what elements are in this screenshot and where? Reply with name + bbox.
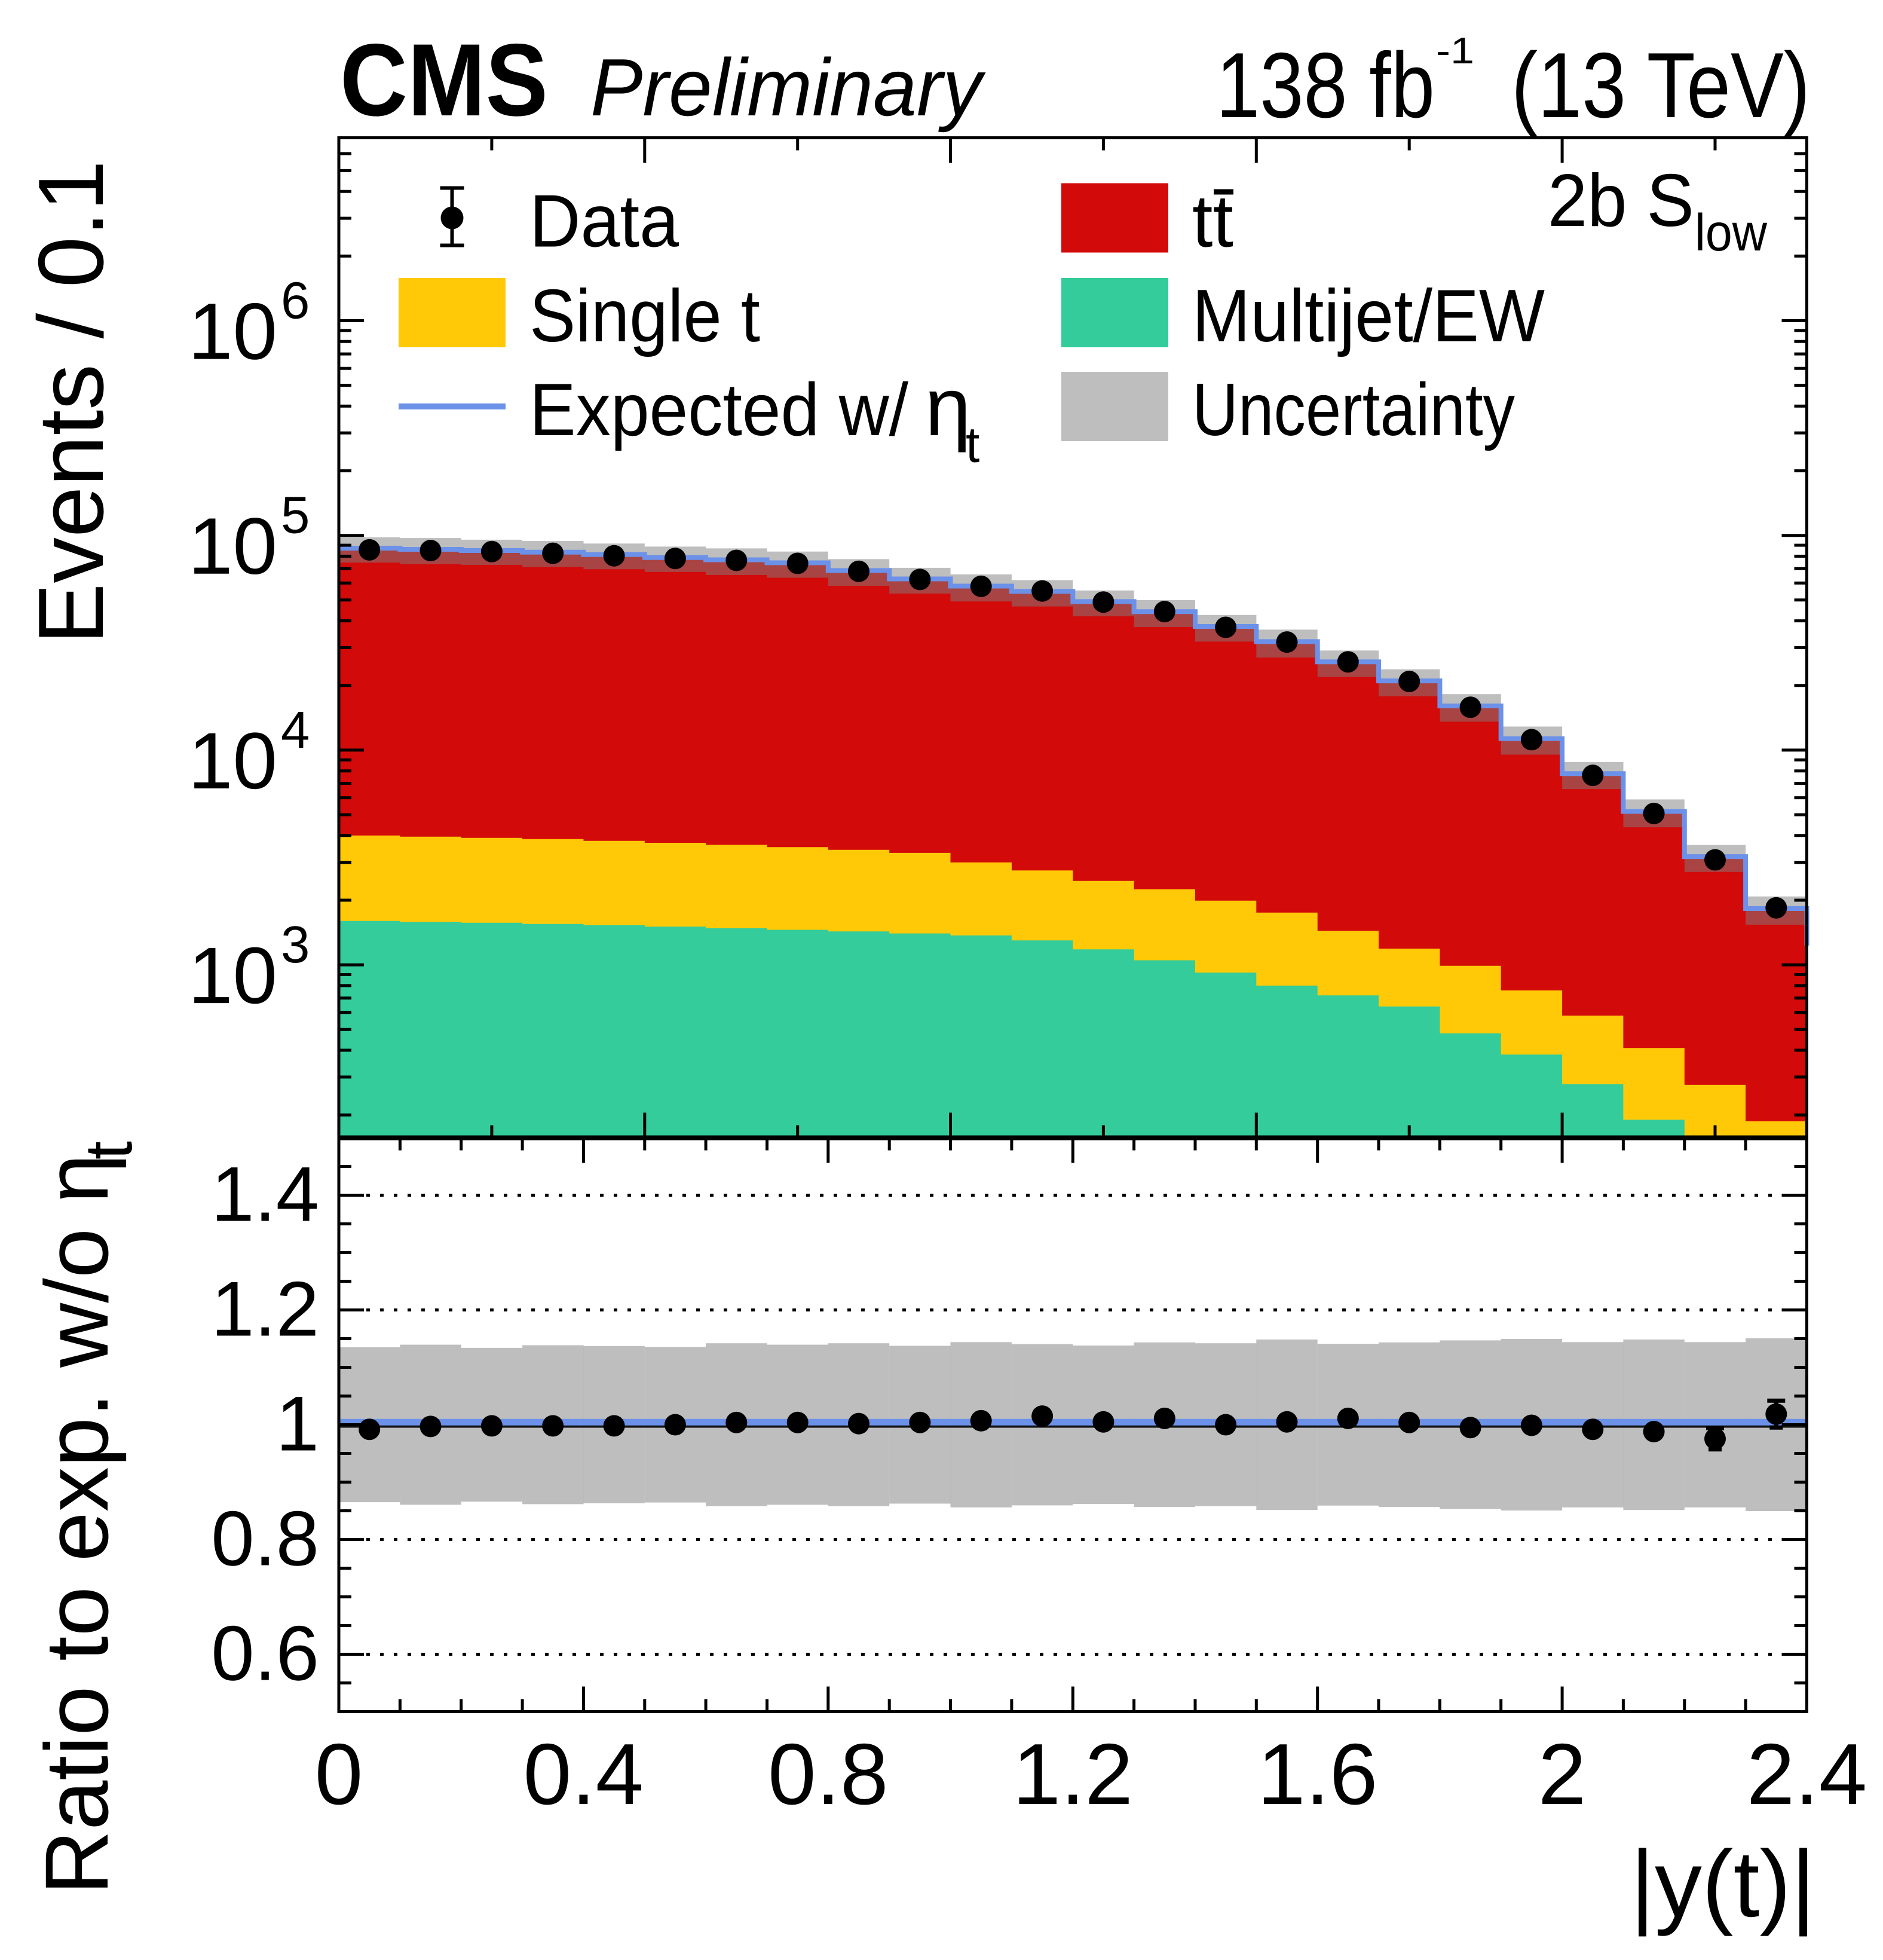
svg-text:t: t [71, 1141, 146, 1160]
svg-text:0: 0 [315, 1726, 363, 1823]
svg-text:1.2: 1.2 [1012, 1726, 1133, 1823]
svg-text:5: 5 [281, 487, 310, 545]
svg-text:10: 10 [188, 502, 277, 591]
svg-text:Multijet/EW: Multijet/EW [1192, 275, 1545, 357]
svg-text:(13 TeV): (13 TeV) [1511, 33, 1810, 137]
svg-text:t: t [966, 417, 979, 473]
svg-text:10: 10 [188, 931, 277, 1020]
svg-text:1.6: 1.6 [1257, 1726, 1378, 1823]
svg-text:low: low [1695, 204, 1768, 262]
svg-text:10: 10 [188, 717, 277, 806]
svg-text:Preliminary: Preliminary [590, 42, 986, 133]
svg-text:CMS: CMS [340, 23, 548, 137]
svg-text:η: η [925, 361, 971, 453]
svg-text:1.2: 1.2 [211, 1265, 319, 1353]
svg-text:Single t: Single t [529, 275, 760, 357]
svg-text:Uncertainty: Uncertainty [1192, 369, 1515, 451]
svg-text:0.8: 0.8 [211, 1495, 319, 1582]
svg-text:2.4: 2.4 [1747, 1726, 1867, 1823]
svg-text:-1: -1 [1436, 30, 1474, 72]
svg-text:1.4: 1.4 [211, 1151, 319, 1238]
svg-text:10: 10 [188, 288, 277, 377]
svg-text:0.4: 0.4 [523, 1726, 644, 1823]
svg-text:Expected w/: Expected w/ [529, 369, 909, 451]
svg-text:4: 4 [281, 701, 310, 759]
svg-text:Events / 0.1: Events / 0.1 [19, 160, 123, 644]
svg-text:2b S: 2b S [1548, 160, 1694, 242]
svg-text:|y(t)|: |y(t)| [1630, 1831, 1815, 1937]
svg-text:6: 6 [281, 272, 310, 330]
svg-text:2: 2 [1538, 1726, 1587, 1823]
svg-text:138 fb: 138 fb [1216, 33, 1435, 137]
svg-text:Ratio to exp. w/o η: Ratio to exp. w/o η [26, 1154, 127, 1895]
svg-text:0.8: 0.8 [768, 1726, 889, 1823]
svg-text:Data: Data [529, 181, 679, 263]
svg-text:1: 1 [276, 1380, 319, 1467]
svg-text:3: 3 [281, 916, 310, 974]
svg-text:0.6: 0.6 [211, 1610, 319, 1697]
